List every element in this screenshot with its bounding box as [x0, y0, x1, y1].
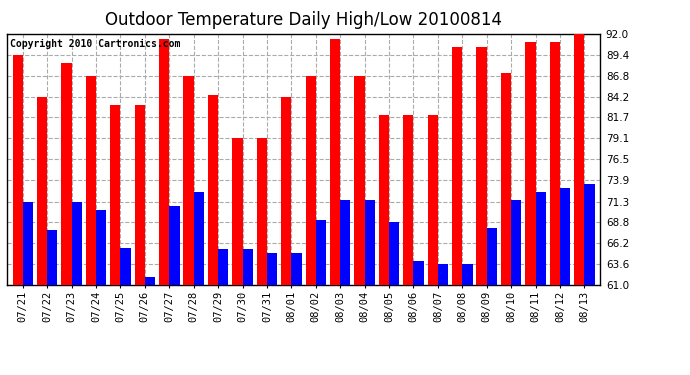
Bar: [12, 55, 23, 285]
Bar: [47, 230, 57, 285]
Bar: [413, 261, 424, 285]
Bar: [403, 115, 413, 285]
Bar: [560, 188, 570, 285]
Bar: [23, 201, 33, 285]
Bar: [243, 249, 253, 285]
Bar: [135, 105, 145, 285]
Bar: [355, 76, 364, 285]
Bar: [316, 220, 326, 285]
Bar: [511, 200, 522, 285]
Bar: [306, 76, 316, 285]
Bar: [462, 264, 473, 285]
Text: Copyright 2010 Cartronics.com: Copyright 2010 Cartronics.com: [10, 39, 180, 49]
Title: Outdoor Temperature Daily High/Low 20100814: Outdoor Temperature Daily High/Low 20100…: [105, 11, 502, 29]
Bar: [438, 264, 449, 285]
Bar: [37, 97, 47, 285]
Bar: [194, 192, 204, 285]
Bar: [218, 249, 228, 285]
Bar: [267, 253, 277, 285]
Bar: [379, 115, 389, 285]
Bar: [525, 42, 535, 285]
Bar: [72, 201, 82, 285]
Bar: [208, 95, 218, 285]
Bar: [452, 47, 462, 285]
Bar: [340, 200, 351, 285]
Bar: [281, 97, 291, 285]
Bar: [584, 184, 595, 285]
Bar: [61, 63, 72, 285]
Bar: [389, 222, 400, 285]
Bar: [330, 39, 340, 285]
Bar: [428, 115, 438, 285]
Bar: [96, 210, 106, 285]
Bar: [291, 253, 302, 285]
Bar: [184, 76, 194, 285]
Bar: [233, 138, 243, 285]
Bar: [501, 73, 511, 285]
Bar: [169, 206, 179, 285]
Bar: [159, 39, 169, 285]
Bar: [486, 228, 497, 285]
Bar: [145, 277, 155, 285]
Bar: [364, 200, 375, 285]
Bar: [257, 138, 267, 285]
Bar: [86, 76, 96, 285]
Bar: [110, 105, 121, 285]
Bar: [535, 192, 546, 285]
Bar: [550, 42, 560, 285]
Bar: [574, 34, 584, 285]
Bar: [477, 47, 486, 285]
Bar: [121, 248, 130, 285]
